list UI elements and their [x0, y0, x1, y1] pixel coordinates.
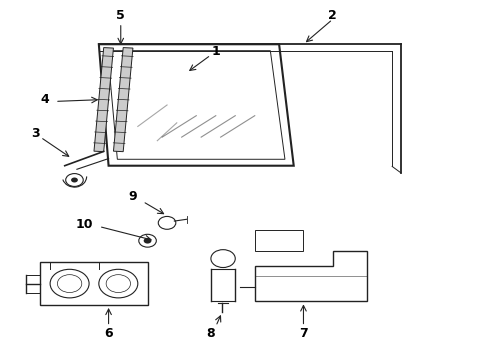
Text: 2: 2 — [328, 9, 337, 22]
Bar — [40, 262, 147, 305]
Text: 1: 1 — [211, 45, 220, 58]
Polygon shape — [114, 48, 133, 152]
Circle shape — [144, 238, 151, 244]
Text: 10: 10 — [75, 218, 93, 231]
Text: 9: 9 — [129, 190, 137, 203]
Text: 7: 7 — [299, 327, 308, 340]
Text: 4: 4 — [41, 93, 49, 106]
Circle shape — [71, 177, 78, 183]
Text: 3: 3 — [31, 127, 40, 140]
Bar — [255, 230, 303, 251]
Text: 6: 6 — [104, 327, 113, 340]
Text: 8: 8 — [207, 327, 215, 340]
Polygon shape — [94, 48, 114, 152]
Text: 5: 5 — [117, 9, 125, 22]
